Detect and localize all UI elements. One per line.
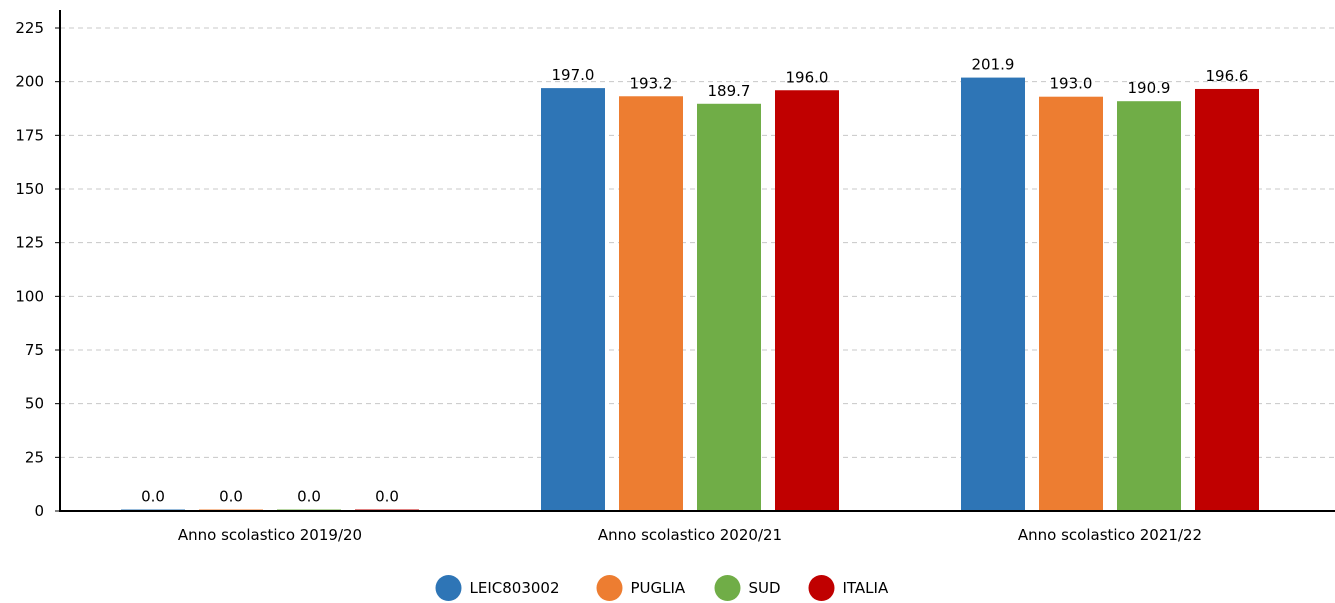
y-axis-tick-labels: 0 25 50 75 100 125 150 175 200 225 (15, 19, 60, 520)
y-tick-label: 100 (15, 287, 44, 305)
data-label: 0.0 (219, 488, 243, 506)
data-label: 0.0 (375, 488, 399, 506)
bar-leic803002-3 (961, 77, 1025, 511)
y-tick-label: 0 (34, 502, 44, 520)
legend-label: PUGLIA (631, 579, 686, 597)
x-category-label: Anno scolastico 2021/22 (1018, 526, 1202, 544)
bar-italia-3 (1195, 88, 1259, 511)
legend-label: ITALIA (843, 579, 889, 597)
data-label: 193.0 (1050, 75, 1093, 93)
y-tick-label: 150 (15, 180, 44, 198)
y-tick-label: 200 (15, 73, 44, 91)
bar-sud-3 (1117, 101, 1181, 512)
bar-italia-2 (775, 90, 839, 512)
y-tick-label: 25 (25, 448, 44, 466)
legend-swatch-icon (435, 575, 462, 601)
y-tick-label: 225 (15, 19, 44, 37)
data-label: 197.0 (552, 66, 595, 84)
x-category-label: Anno scolastico 2019/20 (178, 526, 362, 544)
data-label: 193.2 (630, 74, 673, 92)
y-tick-label: 75 (25, 341, 44, 359)
data-label: 0.0 (141, 488, 165, 506)
data-label: 190.9 (1128, 79, 1171, 97)
bar-sud-2 (697, 103, 761, 511)
legend-swatch-icon (714, 575, 741, 601)
legend-item-italia[interactable]: ITALIA (808, 575, 889, 601)
data-labels: 0.0 0.0 0.0 0.0 197.0 193.2 189.7 196.0 201.9 193… (141, 56, 1248, 506)
bars (121, 77, 1259, 512)
legend-label: LEIC803002 (470, 579, 560, 597)
legend: LEIC803002 PUGLIA SUD ITALIA (435, 575, 889, 601)
data-label: 0.0 (297, 488, 321, 506)
legend-swatch-icon (808, 575, 835, 601)
y-tick-label: 125 (15, 234, 44, 252)
legend-item-puglia[interactable]: PUGLIA (596, 575, 686, 601)
x-category-label: Anno scolastico 2020/21 (598, 526, 782, 544)
data-label: 196.6 (1206, 67, 1249, 85)
x-axis-category-labels: Anno scolastico 2019/20 Anno scolastico 2… (178, 526, 1202, 544)
bar-puglia-2 (619, 96, 683, 511)
legend-item-leic803002[interactable]: LEIC803002 (435, 575, 560, 601)
data-label: 189.7 (708, 82, 751, 100)
data-label: 196.0 (786, 68, 829, 86)
legend-label: SUD (749, 579, 781, 597)
legend-swatch-icon (596, 575, 623, 601)
bar-puglia-3 (1039, 96, 1103, 512)
bar-leic803002-2 (541, 88, 605, 512)
legend-item-sud[interactable]: SUD (714, 575, 781, 601)
y-tick-label: 50 (25, 395, 44, 413)
data-label: 201.9 (972, 56, 1015, 74)
y-tick-label: 175 (15, 126, 44, 144)
